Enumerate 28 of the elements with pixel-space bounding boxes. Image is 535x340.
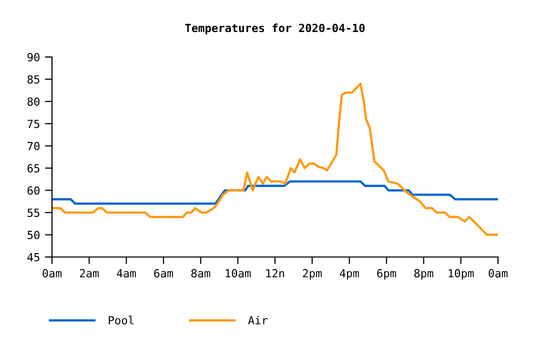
x-tick-label: 10am: [226, 269, 251, 278]
y-tick-label: 55: [28, 208, 40, 217]
y-tick-label: 75: [28, 120, 40, 128]
legend-label: Pool: [108, 316, 134, 324]
y-tick-label: 50: [28, 230, 40, 240]
y-tick-label: 70: [28, 142, 40, 150]
y-tick-label: 65: [28, 164, 40, 173]
x-tick-label: 2am: [80, 269, 99, 278]
x-tick-label: 12n: [266, 269, 284, 278]
x-tick-label: 2pm: [302, 269, 322, 280]
x-tick-label: 0am: [42, 269, 62, 278]
x-tick-label: 8pm: [414, 269, 434, 280]
y-tick-label: 90: [28, 53, 40, 62]
x-tick-label: 4pm: [340, 269, 359, 280]
y-tick-label: 45: [27, 253, 40, 262]
x-tick-label: 6am: [154, 269, 174, 278]
x-tick-label: 6pm: [377, 269, 396, 280]
y-tick-label: 85: [28, 75, 40, 84]
line-series: [52, 180, 498, 205]
x-tick-label: 10pm: [448, 269, 474, 280]
chart-title: Temperatures for 2020-04-10: [185, 24, 365, 34]
y-tick-label: 80: [28, 97, 40, 106]
line-series: [52, 82, 498, 236]
legend-label: Air: [248, 316, 268, 324]
x-tick-label: 0am: [488, 269, 508, 278]
y-tick-label: 60: [28, 186, 40, 195]
x-tick-label: 8am: [191, 269, 210, 278]
x-tick-label: 4am: [116, 269, 136, 278]
